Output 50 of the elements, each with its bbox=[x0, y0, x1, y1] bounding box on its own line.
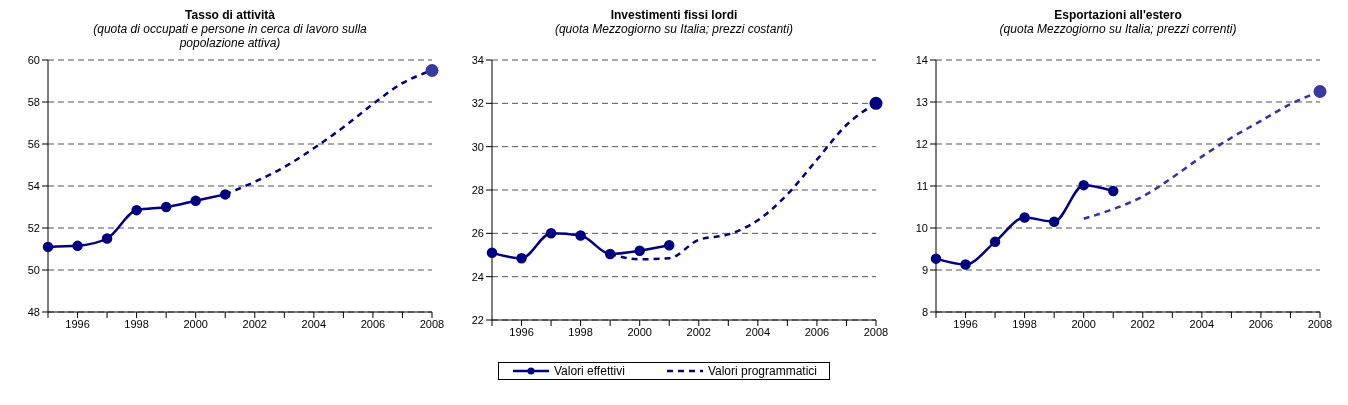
x-tick-label: 1998 bbox=[1012, 317, 1037, 330]
chart-title: Investimenti fissi lordi bbox=[609, 8, 739, 22]
chart-title: Tasso di attività bbox=[184, 8, 276, 22]
x-tick-label: 2000 bbox=[627, 325, 652, 338]
y-tick-label: 32 bbox=[471, 97, 484, 110]
x-tick-label: 1998 bbox=[124, 317, 149, 330]
y-tick-label: 30 bbox=[471, 140, 484, 153]
y-tick-label: 56 bbox=[27, 137, 40, 150]
x-tick-label: 2006 bbox=[360, 317, 386, 330]
x-tick-label: 2006 bbox=[1248, 317, 1274, 330]
y-tick-label: 10 bbox=[915, 221, 928, 234]
y-tick-label: 54 bbox=[27, 179, 40, 192]
y-tick-label: 52 bbox=[27, 221, 40, 234]
legend-label: Valori effettivi bbox=[553, 364, 625, 378]
y-tick-label: 60 bbox=[27, 53, 40, 66]
y-tick-label: 26 bbox=[471, 227, 484, 240]
y-tick-label: 24 bbox=[471, 270, 484, 283]
x-tick-label: 2002 bbox=[1130, 317, 1156, 330]
x-tick-label: 1996 bbox=[953, 317, 978, 330]
y-tick-label: 50 bbox=[27, 263, 40, 276]
y-tick-label: 8 bbox=[921, 305, 928, 318]
chart-subtitle: (quota Mezzogiorno su Italia; prezzi costanti) bbox=[554, 22, 794, 36]
x-tick-label: 2008 bbox=[1307, 317, 1333, 330]
x-tick-label: 2004 bbox=[1189, 317, 1215, 330]
chart-subtitle: (quota di occupati e persone in cerca di lavoro sulla popolazione attiva) bbox=[92, 22, 368, 50]
x-tick-label: 1996 bbox=[509, 325, 534, 338]
y-tick-label: 11 bbox=[916, 179, 928, 192]
chart-title: Esportazioni all'estero bbox=[1053, 8, 1183, 22]
y-tick-label: 12 bbox=[915, 137, 928, 150]
x-tick-label: 2008 bbox=[419, 317, 445, 330]
x-tick-label: 2004 bbox=[301, 317, 327, 330]
y-tick-label: 34 bbox=[471, 53, 484, 66]
y-tick-label: 58 bbox=[27, 95, 40, 108]
legend-label: Valori programmatici bbox=[707, 364, 818, 378]
x-tick-label: 2002 bbox=[686, 325, 712, 338]
x-tick-label: 2008 bbox=[863, 325, 889, 338]
x-tick-label: 1996 bbox=[65, 317, 90, 330]
y-tick-label: 14 bbox=[915, 53, 928, 66]
x-tick-label: 2000 bbox=[183, 317, 208, 330]
x-tick-label: 2006 bbox=[804, 325, 830, 338]
y-tick-label: 48 bbox=[27, 305, 40, 318]
y-tick-label: 9 bbox=[921, 263, 928, 276]
y-tick-label: 13 bbox=[915, 95, 928, 108]
y-tick-label: 22 bbox=[471, 313, 484, 326]
x-tick-label: 2000 bbox=[1071, 317, 1096, 330]
x-tick-label: 2004 bbox=[745, 325, 771, 338]
x-tick-label: 1998 bbox=[568, 325, 593, 338]
x-tick-label: 2002 bbox=[242, 317, 268, 330]
chart-subtitle: (quota Mezzogiorno su Italia; prezzi correnti) bbox=[999, 22, 1237, 36]
y-tick-label: 28 bbox=[471, 183, 484, 196]
